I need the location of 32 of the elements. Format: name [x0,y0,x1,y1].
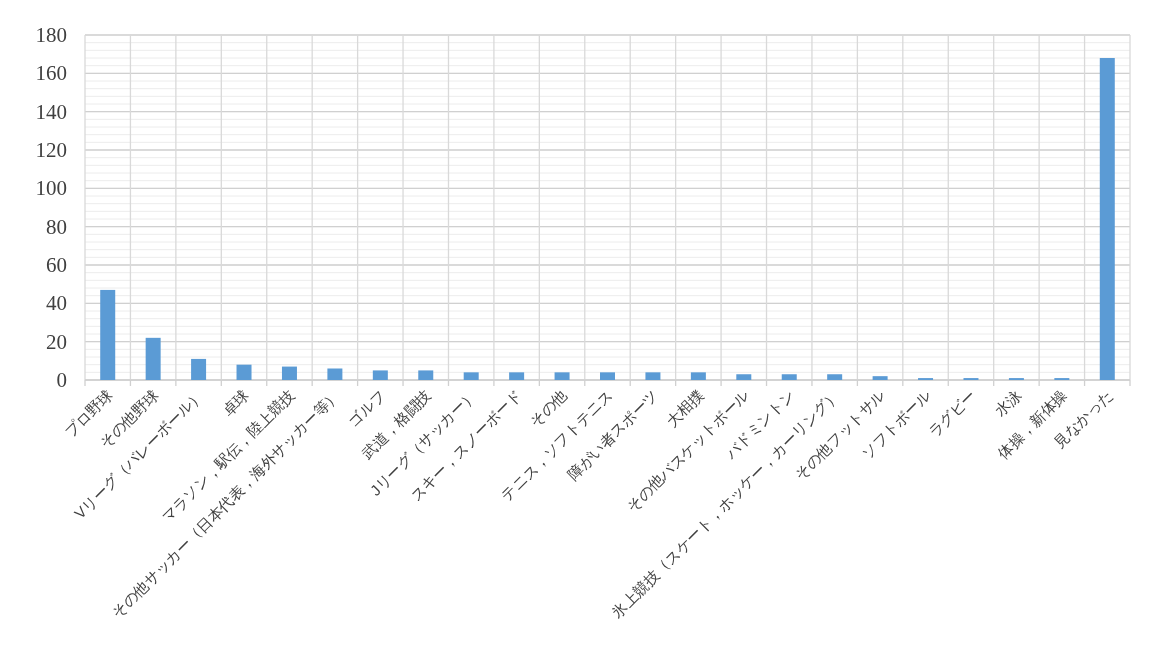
y-tick-label: 140 [35,99,67,124]
y-tick-label: 120 [35,138,67,162]
y-tick-label: 0 [56,368,67,392]
y-tick-label: 40 [46,291,67,316]
bar [509,372,525,380]
bar [191,358,207,380]
bar [554,372,570,380]
bar [645,372,661,380]
bar [236,364,252,380]
bar [1099,58,1115,380]
y-tick-label: 20 [46,329,67,354]
y-tick-label: 60 [46,253,67,277]
y-tick-label: 80 [46,214,67,239]
bar [463,372,479,380]
bar [872,376,888,380]
y-tick-label: 160 [35,61,67,86]
bar [372,370,388,380]
y-tick-label: 180 [35,23,67,47]
bar [418,370,434,380]
x-tick-label: 卓球 [218,386,253,420]
y-tick-label: 100 [35,176,67,201]
x-tick-label: ゴルフ [344,386,389,430]
bar [690,372,706,380]
bar [100,289,116,380]
x-tick-label: 水泳 [991,386,1025,420]
bar [736,374,752,380]
bar [827,374,843,380]
bar [281,366,297,380]
bar [781,374,797,380]
bar [600,372,615,380]
bar [145,337,161,380]
bar [327,368,343,380]
